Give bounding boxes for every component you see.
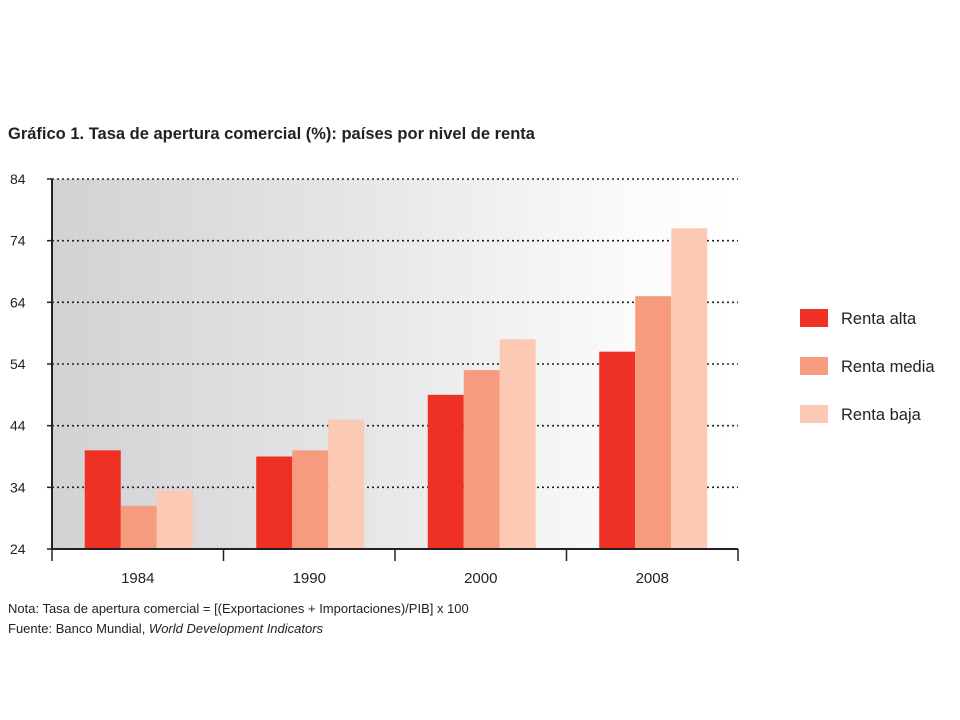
source-title: World Development Indicators [148,621,324,636]
y-tick-label: 44 [10,418,26,434]
legend: Renta alta Renta media Renta baja [800,309,935,424]
bar [599,351,636,549]
y-tick-label: 34 [10,479,26,495]
axes [47,178,739,561]
legend-label: Renta alta [841,310,917,328]
legend-label: Renta media [841,358,935,376]
bar [256,456,293,549]
bar [463,370,500,549]
bar [292,450,329,549]
x-tick-label: 2008 [636,570,669,587]
bar [499,339,536,549]
y-tick-label: 24 [10,541,26,557]
y-tick-label: 74 [10,233,26,249]
bars [84,228,708,550]
y-tick-label: 84 [10,171,26,187]
axis-labels: 24 34 44 54 64 74 84 1984 1990 2000 2008 [10,171,669,587]
legend-swatch [800,405,828,423]
legend-swatch [800,309,828,327]
y-tick-label: 64 [10,294,26,310]
bar [156,490,193,549]
x-tick-label: 1990 [293,570,326,587]
legend-label: Renta baja [841,406,922,424]
chart-source: Fuente: Banco Mundial, World Development… [8,621,323,636]
bar [635,296,672,549]
bar [427,394,464,549]
y-tick-label: 54 [10,356,26,372]
chart-title: Gráfico 1. Tasa de apertura comercial (%… [8,125,535,143]
chart-note: Nota: Tasa de apertura comercial = [(Exp… [8,601,469,616]
x-tick-label: 1984 [121,570,154,587]
bar [84,450,121,549]
source-prefix: Fuente: Banco Mundial, [8,621,149,636]
x-tick-label: 2000 [464,570,497,587]
bar [120,505,157,549]
bar [328,419,365,549]
legend-swatch [800,357,828,375]
bar [671,228,708,550]
